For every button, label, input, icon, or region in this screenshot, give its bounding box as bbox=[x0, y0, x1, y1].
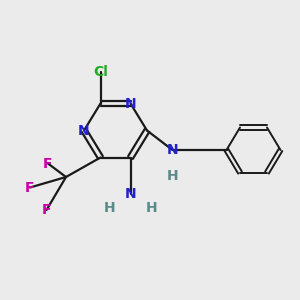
Text: N: N bbox=[78, 124, 90, 137]
Text: N: N bbox=[125, 97, 136, 110]
Text: H: H bbox=[167, 169, 178, 182]
Text: F: F bbox=[43, 157, 53, 170]
Text: H: H bbox=[146, 202, 157, 215]
Text: F: F bbox=[25, 181, 35, 194]
Text: N: N bbox=[125, 187, 136, 200]
Text: F: F bbox=[42, 203, 51, 217]
Text: Cl: Cl bbox=[93, 65, 108, 79]
Text: N: N bbox=[167, 143, 178, 157]
Text: H: H bbox=[104, 202, 115, 215]
